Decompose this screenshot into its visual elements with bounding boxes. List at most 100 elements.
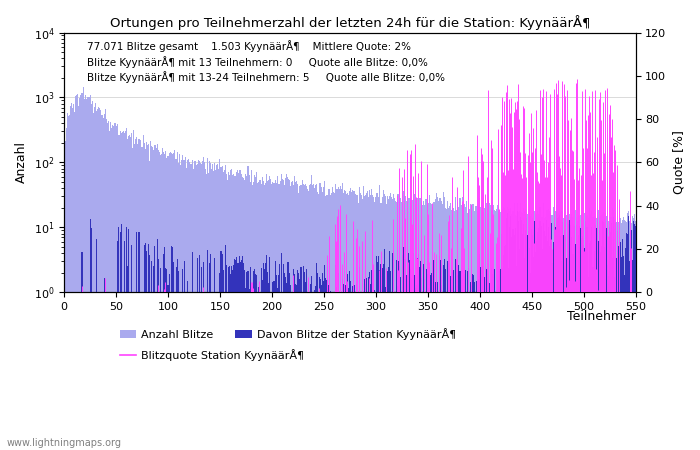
Bar — [418, 254, 419, 450]
Bar — [261, 184, 262, 450]
Text: Blitze KyynäärÅ¶ mit 13-24 Teilnehmern: 5     Quote alle Blitze: 0,0%: Blitze KyynäärÅ¶ mit 13-24 Teilnehmern: … — [87, 72, 445, 83]
Bar — [102, 115, 103, 450]
Bar — [548, 209, 549, 450]
Bar — [476, 206, 477, 450]
Bar — [529, 210, 530, 450]
Bar — [160, 268, 161, 450]
Bar — [585, 212, 586, 450]
Bar — [294, 274, 295, 450]
Bar — [581, 214, 582, 450]
Bar — [393, 194, 394, 450]
Bar — [124, 133, 125, 450]
Bar — [148, 144, 149, 450]
Bar — [268, 284, 270, 450]
Bar — [566, 216, 568, 450]
Bar — [573, 224, 574, 450]
Bar — [251, 292, 253, 450]
Bar — [223, 170, 225, 450]
Bar — [444, 197, 445, 450]
Bar — [307, 292, 308, 450]
Bar — [172, 154, 173, 450]
Bar — [589, 243, 590, 450]
Bar — [390, 193, 391, 450]
Bar — [622, 217, 624, 450]
Bar — [230, 274, 231, 450]
Bar — [588, 218, 589, 450]
Bar — [300, 185, 302, 450]
Bar — [312, 292, 313, 450]
Bar — [208, 174, 209, 450]
Bar — [428, 288, 429, 450]
Bar — [354, 194, 356, 450]
Bar — [428, 203, 429, 450]
Bar — [205, 169, 206, 450]
Bar — [320, 279, 321, 450]
Bar — [422, 292, 423, 450]
Bar — [579, 216, 580, 450]
Bar — [176, 266, 177, 450]
Bar — [236, 172, 237, 450]
Bar — [223, 292, 225, 450]
Bar — [528, 230, 529, 450]
Bar — [480, 207, 482, 450]
Bar — [542, 249, 543, 450]
Bar — [250, 267, 251, 450]
Bar — [244, 180, 246, 450]
Bar — [484, 277, 485, 450]
Bar — [594, 225, 596, 450]
Bar — [482, 266, 484, 450]
Bar — [505, 245, 506, 450]
Bar — [586, 216, 587, 450]
Bar — [126, 227, 127, 450]
Bar — [146, 251, 147, 450]
Bar — [209, 161, 210, 450]
Bar — [386, 196, 388, 450]
Bar — [431, 204, 433, 450]
Bar — [318, 194, 319, 450]
Title: Ortungen pro Teilnehmerzahl der letzten 24h für die Station: KyynäärÅ¶: Ortungen pro Teilnehmerzahl der letzten … — [110, 15, 590, 30]
Bar — [608, 221, 609, 450]
Bar — [371, 270, 372, 450]
Bar — [167, 285, 169, 450]
Bar — [356, 292, 358, 450]
Bar — [139, 139, 141, 450]
Bar — [517, 211, 518, 450]
Bar — [496, 209, 497, 450]
Bar — [97, 109, 98, 450]
Bar — [278, 275, 279, 450]
Bar — [128, 136, 129, 450]
Bar — [128, 229, 129, 450]
Bar — [238, 172, 239, 450]
Bar — [178, 162, 179, 450]
Bar — [458, 207, 459, 450]
Bar — [470, 282, 471, 450]
Bar — [302, 184, 304, 450]
Bar — [364, 195, 365, 450]
Bar — [81, 93, 83, 450]
Bar — [244, 270, 246, 450]
Bar — [441, 285, 442, 450]
Bar — [555, 211, 556, 450]
Bar — [383, 264, 384, 450]
Bar — [551, 223, 552, 450]
Bar — [439, 198, 440, 450]
Bar — [423, 201, 424, 450]
Bar — [98, 107, 99, 450]
Bar — [290, 186, 291, 450]
Bar — [453, 208, 454, 450]
Bar — [517, 203, 518, 450]
Bar — [415, 288, 416, 450]
Bar — [330, 193, 332, 450]
Bar — [298, 273, 300, 450]
Bar — [228, 267, 229, 450]
Bar — [233, 174, 234, 450]
Bar — [525, 230, 526, 450]
Bar — [207, 158, 208, 450]
Bar — [267, 272, 268, 450]
Bar — [455, 197, 456, 450]
Bar — [147, 145, 148, 450]
Bar — [193, 169, 195, 450]
Bar — [313, 292, 314, 450]
Bar — [615, 223, 617, 450]
Bar — [452, 272, 453, 450]
